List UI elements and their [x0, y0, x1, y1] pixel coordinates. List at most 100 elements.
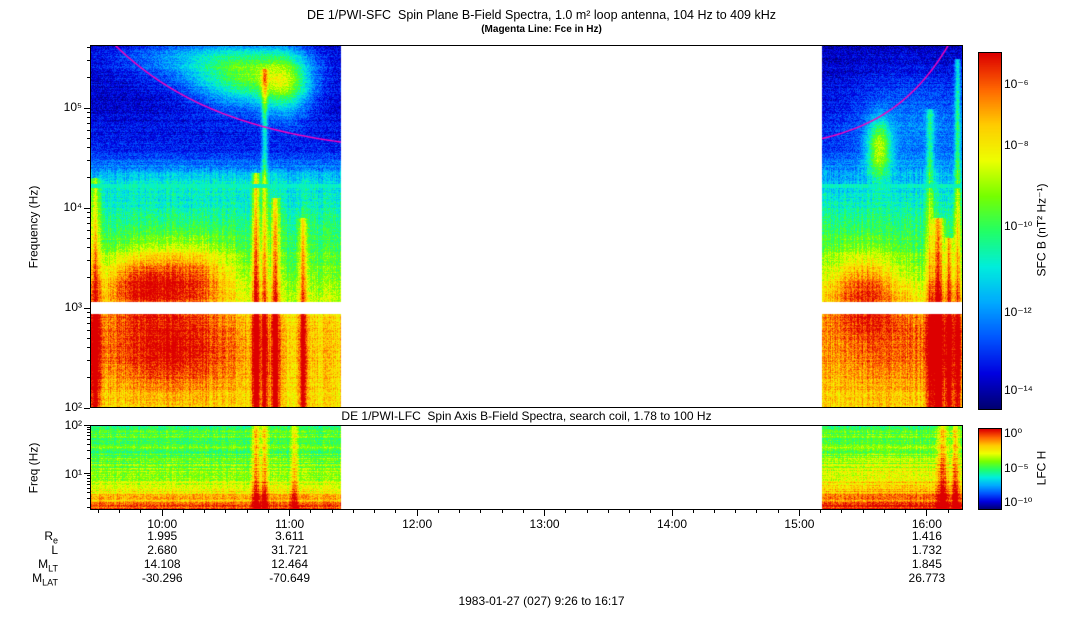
sfc-y-tick-minor — [87, 329, 90, 331]
lfc-y-tick-minor — [87, 480, 90, 482]
x-tick-minor — [905, 510, 907, 513]
x-tick-minor — [395, 510, 397, 513]
x-tick-minor — [777, 510, 779, 513]
lfc-colorbar-tick-label: 10⁰ — [1004, 425, 1023, 440]
sfc-y-tick-minor — [87, 337, 90, 339]
x-tick-minor — [820, 510, 822, 513]
lfc-y-tick-minor — [87, 498, 90, 500]
lfc-y-tick-label: 10² — [64, 418, 82, 432]
x-tick-minor — [883, 510, 885, 513]
sfc-y-tick-minor — [87, 59, 90, 61]
x-tick-minor — [352, 510, 354, 513]
lfc-y-tick-label: 10¹ — [64, 466, 82, 481]
sfc-y-tick-minor — [87, 237, 90, 239]
sfc-y-tick-minor — [87, 159, 90, 161]
x-tick-minor — [246, 510, 248, 513]
lfc-colorbar — [978, 428, 1002, 510]
sfc-y-tick-minor — [87, 277, 90, 279]
sfc-y-tick-label: 10² — [64, 400, 82, 414]
ephemeris-row-label-text: L — [51, 543, 58, 557]
sfc-y-tick-minor — [87, 377, 90, 379]
sfc-y-tick-label: 10⁴ — [63, 200, 82, 214]
figure-title: DE 1/PWI-SFC Spin Plane B-Field Spectra,… — [307, 8, 776, 22]
sfc-colorbar-tick-label: 10⁻⁶ — [1004, 77, 1029, 92]
x-tick-minor — [565, 510, 567, 513]
x-tick-minor — [947, 510, 949, 513]
x-tick-minor — [437, 510, 439, 513]
x-tick-minor — [650, 510, 652, 513]
x-tick-minor — [862, 510, 864, 513]
x-tick-minor — [692, 510, 694, 513]
sfc-spectrogram-canvas — [91, 46, 962, 407]
x-tick-minor — [480, 510, 482, 513]
sfc-y-tick-minor — [87, 117, 90, 119]
sfc-y-tick-label: 10³ — [64, 300, 82, 314]
lfc-y-tick-minor — [87, 458, 90, 460]
x-tick — [289, 510, 291, 516]
sfc-y-tick-minor — [87, 112, 90, 114]
sfc-y-tick-minor — [87, 222, 90, 224]
x-tick-minor — [756, 510, 758, 513]
lfc-y-axis-label-text: Freq (Hz) — [26, 442, 41, 493]
ephemeris-value: 3.611 — [275, 529, 305, 543]
lfc-y-tick-minor — [87, 429, 90, 431]
ephemeris-row-label-subscript: LT — [48, 563, 58, 574]
lfc-y-tick-minor — [87, 475, 90, 477]
sfc-y-tick-minor — [87, 217, 90, 219]
lfc-colorbar-tick-label: 10⁻¹⁰ — [1004, 495, 1033, 510]
sfc-y-tick-minor — [87, 259, 90, 261]
ephemeris-row-label-text: M — [38, 557, 49, 571]
sfc-y-tick-minor — [87, 312, 90, 314]
ephemeris-row-label-text: R — [44, 529, 53, 543]
ephemeris-row-label-text: M — [32, 571, 43, 585]
sfc-y-axis-label-text: Frequency (Hz) — [26, 185, 40, 268]
ephemeris-row-label-subscript: LAT — [42, 577, 58, 588]
ephemeris-value: -70.649 — [269, 571, 310, 585]
x-tick-minor — [374, 510, 376, 513]
x-tick-minor — [182, 510, 184, 513]
ephemeris-value: -30.296 — [141, 571, 183, 585]
ephemeris-value: 2.680 — [147, 543, 178, 557]
x-tick-label: 10:00 — [147, 517, 178, 531]
lfc-y-tick-minor — [87, 432, 90, 434]
lfc-y-tick-minor — [87, 477, 90, 479]
x-tick-minor — [97, 510, 99, 513]
sfc-y-tick-minor — [87, 77, 90, 79]
sfc-y-tick-minor — [87, 347, 90, 349]
x-tick-minor — [459, 510, 461, 513]
x-tick-minor — [225, 510, 227, 513]
sfc-y-tick-minor — [87, 359, 90, 361]
lfc-y-tick-minor — [87, 449, 90, 451]
lfc-spectrogram-panel — [90, 425, 963, 510]
x-tick-minor — [140, 510, 142, 513]
x-tick-minor — [204, 510, 206, 513]
ephemeris-value: 1.995 — [147, 529, 178, 543]
sfc-y-tick-label: 10⁵ — [63, 100, 82, 114]
sfc-y-tick-minor — [87, 137, 90, 139]
x-tick-minor — [501, 510, 503, 513]
x-tick — [671, 510, 673, 516]
sfc-spectrogram-panel — [90, 45, 963, 408]
lfc-colorbar-canvas — [979, 429, 1001, 509]
ephemeris-value: 12.464 — [271, 557, 308, 571]
sfc-colorbar-tick-label: 10⁻⁸ — [1004, 137, 1029, 152]
ephemeris-value: 26.773 — [908, 571, 946, 585]
ephemeris-row-label: MLAT — [8, 572, 58, 589]
sfc-y-tick-minor — [87, 322, 90, 324]
x-tick-label: 14:00 — [656, 517, 688, 531]
x-tick-minor — [522, 510, 524, 513]
sfc-y-tick-minor — [87, 122, 90, 124]
lfc-title: DE 1/PWI-LFC Spin Axis B-Field Spectra, … — [341, 409, 712, 423]
x-tick-minor — [267, 510, 269, 513]
x-tick-label: 15:00 — [784, 517, 815, 531]
x-tick-minor — [119, 510, 121, 513]
ephemeris-value: 14.108 — [143, 557, 181, 571]
sfc-colorbar-tick-label: 10⁻¹² — [1004, 304, 1032, 319]
lfc-y-tick-minor — [87, 487, 90, 489]
lfc-spectrogram-canvas — [91, 426, 962, 509]
sfc-y-tick-minor — [87, 47, 90, 49]
sfc-y-tick-minor — [87, 147, 90, 149]
lfc-y-tick-minor — [87, 507, 90, 509]
x-tick-minor — [713, 510, 715, 513]
ephemeris-row-label: L — [8, 544, 58, 557]
